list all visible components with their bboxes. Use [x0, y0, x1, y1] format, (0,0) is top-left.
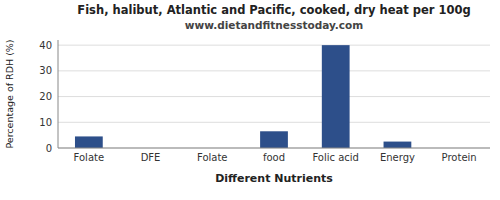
grid-line	[58, 70, 490, 71]
x-tick-label: DFE	[141, 152, 161, 163]
grid-line	[58, 148, 490, 149]
x-tick-label: food	[263, 152, 285, 163]
y-tick-label: 40	[39, 40, 52, 51]
y-tick-label: 30	[39, 65, 52, 76]
chart-container: Fish, halibut, Atlantic and Pacific, coo…	[0, 0, 500, 200]
grid-line	[58, 96, 490, 97]
x-tick-label: Energy	[380, 152, 415, 163]
y-axis-label: Percentage of RDH (%)	[4, 39, 15, 148]
y-tick-label: 0	[46, 143, 52, 154]
grid	[58, 45, 490, 148]
y-tick-label: 20	[39, 91, 52, 102]
bar	[75, 136, 103, 148]
bars	[75, 45, 411, 148]
x-tick-label: Folate	[74, 152, 105, 163]
x-tick-label: Protein	[442, 152, 477, 163]
subtitle: www.dietandfitnesstoday.com	[185, 19, 363, 31]
y-axis-line	[58, 40, 59, 148]
bar	[384, 142, 412, 148]
x-tick-label: Folate	[197, 152, 228, 163]
grid-line	[58, 45, 490, 46]
chart-svg: Fish, halibut, Atlantic and Pacific, coo…	[0, 0, 500, 200]
x-tick-label: Folic acid	[312, 152, 359, 163]
grid-line	[58, 122, 490, 123]
bar	[260, 131, 288, 148]
x-axis-line	[58, 148, 490, 149]
title: Fish, halibut, Atlantic and Pacific, coo…	[77, 3, 470, 17]
bar	[322, 45, 350, 148]
x-axis-label: Different Nutrients	[215, 172, 333, 185]
y-tick-label: 10	[39, 117, 52, 128]
